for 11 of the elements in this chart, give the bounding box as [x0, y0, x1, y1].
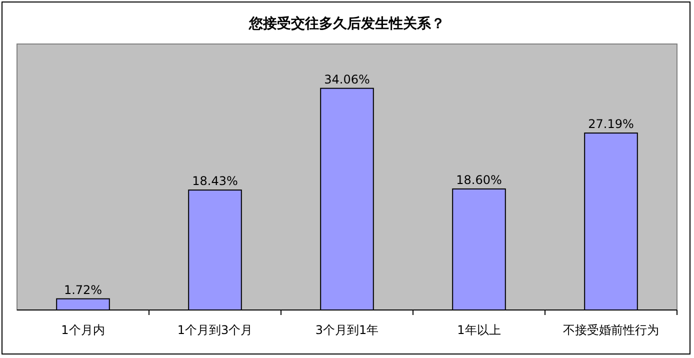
data-label: 34.06%	[324, 72, 370, 86]
data-label: 1.72%	[64, 282, 102, 297]
x-tick-label: 3个月到1年	[315, 323, 379, 337]
x-tick-label: 1年以上	[457, 323, 501, 337]
x-tick-label: 1个月内	[61, 323, 105, 337]
x-tick-label: 1个月到3个月	[177, 323, 253, 337]
chart-title: 您接受交往多久后发生性关系？	[248, 15, 445, 32]
x-tick-label: 不接受婚前性行为	[563, 323, 659, 337]
data-label: 18.60%	[456, 172, 502, 187]
data-label: 18.43%	[192, 174, 238, 188]
data-label: 27.19%	[588, 117, 634, 132]
